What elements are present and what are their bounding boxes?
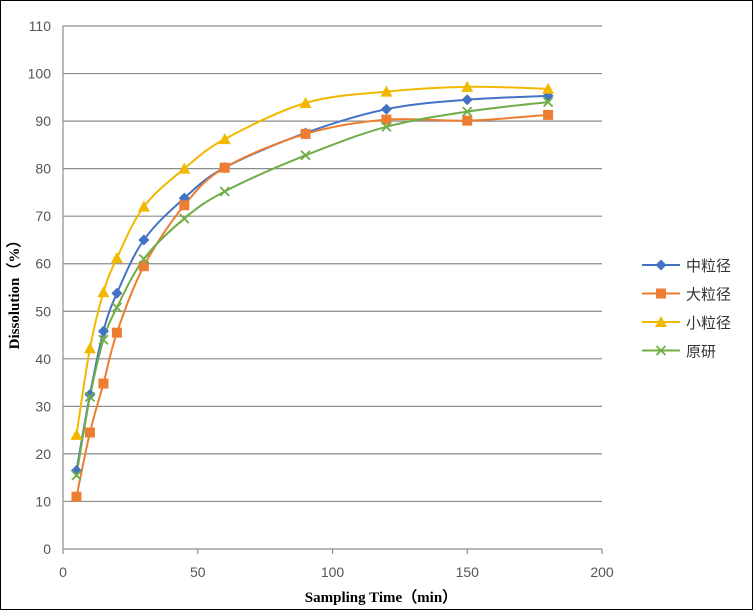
x-tick-label: 200 bbox=[590, 564, 614, 580]
x-mark-stroke bbox=[655, 345, 667, 356]
series-line-2 bbox=[75, 85, 549, 436]
data-point-s1-6 bbox=[219, 162, 230, 173]
data-point-s2-3 bbox=[110, 252, 123, 264]
data-point-s1-0 bbox=[71, 491, 82, 502]
data-point-s0-2 bbox=[97, 325, 109, 337]
legend-label: 大粒径 bbox=[686, 286, 731, 304]
data-point-s1-1 bbox=[84, 427, 95, 438]
data-point-s2-7 bbox=[299, 97, 312, 109]
x-tick-label: 150 bbox=[456, 564, 480, 580]
x-axis-title: Sampling Time（min） bbox=[305, 588, 457, 606]
data-point-s3-4 bbox=[138, 253, 149, 265]
data-point-s1-5 bbox=[179, 200, 190, 211]
data-point-s2-1 bbox=[83, 342, 96, 354]
y-tick-label: 20 bbox=[35, 446, 51, 462]
x-tick-labels: 0 50 100 150 200 bbox=[59, 564, 614, 580]
data-point-s2-10 bbox=[542, 82, 555, 94]
x-mark-stroke bbox=[111, 302, 123, 313]
y-tick-label: 70 bbox=[35, 208, 51, 224]
y-tick-label: 90 bbox=[35, 113, 51, 129]
legend-item: 中粒径 bbox=[642, 257, 731, 275]
data-point-s1-4 bbox=[138, 261, 149, 272]
x-mark-stroke bbox=[542, 96, 554, 108]
y-tick-label: 50 bbox=[35, 303, 51, 319]
legend-marker bbox=[655, 259, 667, 271]
data-point-s2-2 bbox=[97, 286, 110, 298]
data-point-s2-5 bbox=[178, 162, 191, 174]
data-point-s1-2 bbox=[98, 378, 109, 389]
legend-label: 中粒径 bbox=[686, 257, 731, 275]
legend-marker bbox=[656, 288, 666, 299]
x-mark-stroke bbox=[71, 470, 82, 481]
data-point-s3-1 bbox=[84, 391, 96, 402]
data-point-s3-8 bbox=[381, 121, 392, 132]
data-point-s3-0 bbox=[71, 470, 82, 481]
data-point-s2-0 bbox=[70, 428, 83, 440]
legend-item: 大粒径 bbox=[642, 286, 731, 304]
x-mark-stroke bbox=[219, 186, 230, 197]
data-point-s0-9 bbox=[461, 94, 473, 106]
data-point-s3-6 bbox=[219, 186, 230, 197]
x-tick-label: 0 bbox=[59, 564, 67, 580]
legend-label: 原研 bbox=[686, 343, 716, 361]
y-tick-label: 110 bbox=[29, 18, 52, 34]
y-tick-label: 0 bbox=[43, 541, 51, 557]
y-axis-title: Dissolution（%） bbox=[5, 233, 23, 350]
x-mark-stroke bbox=[462, 106, 473, 117]
x-mark-stroke bbox=[179, 213, 190, 224]
axes bbox=[62, 26, 603, 554]
legend-label: 小粒径 bbox=[686, 314, 731, 332]
data-point-s1-3 bbox=[111, 327, 122, 338]
data-point-s3-3 bbox=[111, 302, 123, 313]
legend-marker bbox=[655, 345, 667, 356]
data-point-s1-8 bbox=[381, 114, 392, 125]
y-tick-label: 60 bbox=[35, 256, 51, 272]
y-tick-label: 40 bbox=[35, 351, 51, 367]
series-line-1 bbox=[75, 113, 549, 497]
x-mark-stroke bbox=[84, 391, 96, 402]
data-point-s2-8 bbox=[380, 85, 393, 97]
data-point-s2-9 bbox=[461, 80, 474, 92]
data-point-s3-10 bbox=[542, 96, 554, 108]
data-point-s1-9 bbox=[462, 115, 473, 126]
series-line-0 bbox=[75, 94, 549, 471]
y-tick-label: 30 bbox=[35, 398, 51, 414]
gridlines bbox=[63, 25, 602, 503]
data-point-s3-9 bbox=[462, 106, 473, 117]
legend-marker bbox=[655, 316, 667, 327]
x-tick-label: 50 bbox=[190, 564, 206, 580]
x-mark-stroke bbox=[381, 121, 392, 132]
data-point-s3-2 bbox=[98, 334, 109, 345]
data-point-s2-4 bbox=[137, 200, 150, 212]
data-point-s1-10 bbox=[543, 109, 554, 120]
data-point-s0-4 bbox=[138, 234, 150, 246]
x-mark-stroke bbox=[300, 150, 311, 161]
data-point-s2-6 bbox=[218, 133, 231, 145]
x-mark-stroke bbox=[98, 334, 109, 345]
data-point-s3-5 bbox=[179, 213, 190, 224]
data-point-s0-3 bbox=[111, 287, 123, 299]
legend-item: 小粒径 bbox=[642, 314, 731, 332]
series-line-3 bbox=[75, 101, 549, 476]
data-point-s3-7 bbox=[300, 150, 311, 161]
x-mark-stroke bbox=[138, 253, 149, 265]
data-point-s0-1 bbox=[84, 388, 96, 400]
y-tick-label: 80 bbox=[35, 161, 51, 177]
series-markers bbox=[70, 80, 555, 502]
legend-item: 原研 bbox=[642, 343, 716, 361]
y-tick-label: 100 bbox=[28, 66, 52, 82]
y-tick-labels: 0 10 20 30 40 50 60 70 80 90 100 110 bbox=[28, 18, 52, 557]
series-lines bbox=[75, 85, 549, 497]
data-point-s0-8 bbox=[380, 103, 392, 115]
data-point-s1-7 bbox=[300, 128, 311, 139]
x-tick-label: 100 bbox=[321, 564, 345, 580]
y-tick-label: 10 bbox=[35, 493, 51, 509]
